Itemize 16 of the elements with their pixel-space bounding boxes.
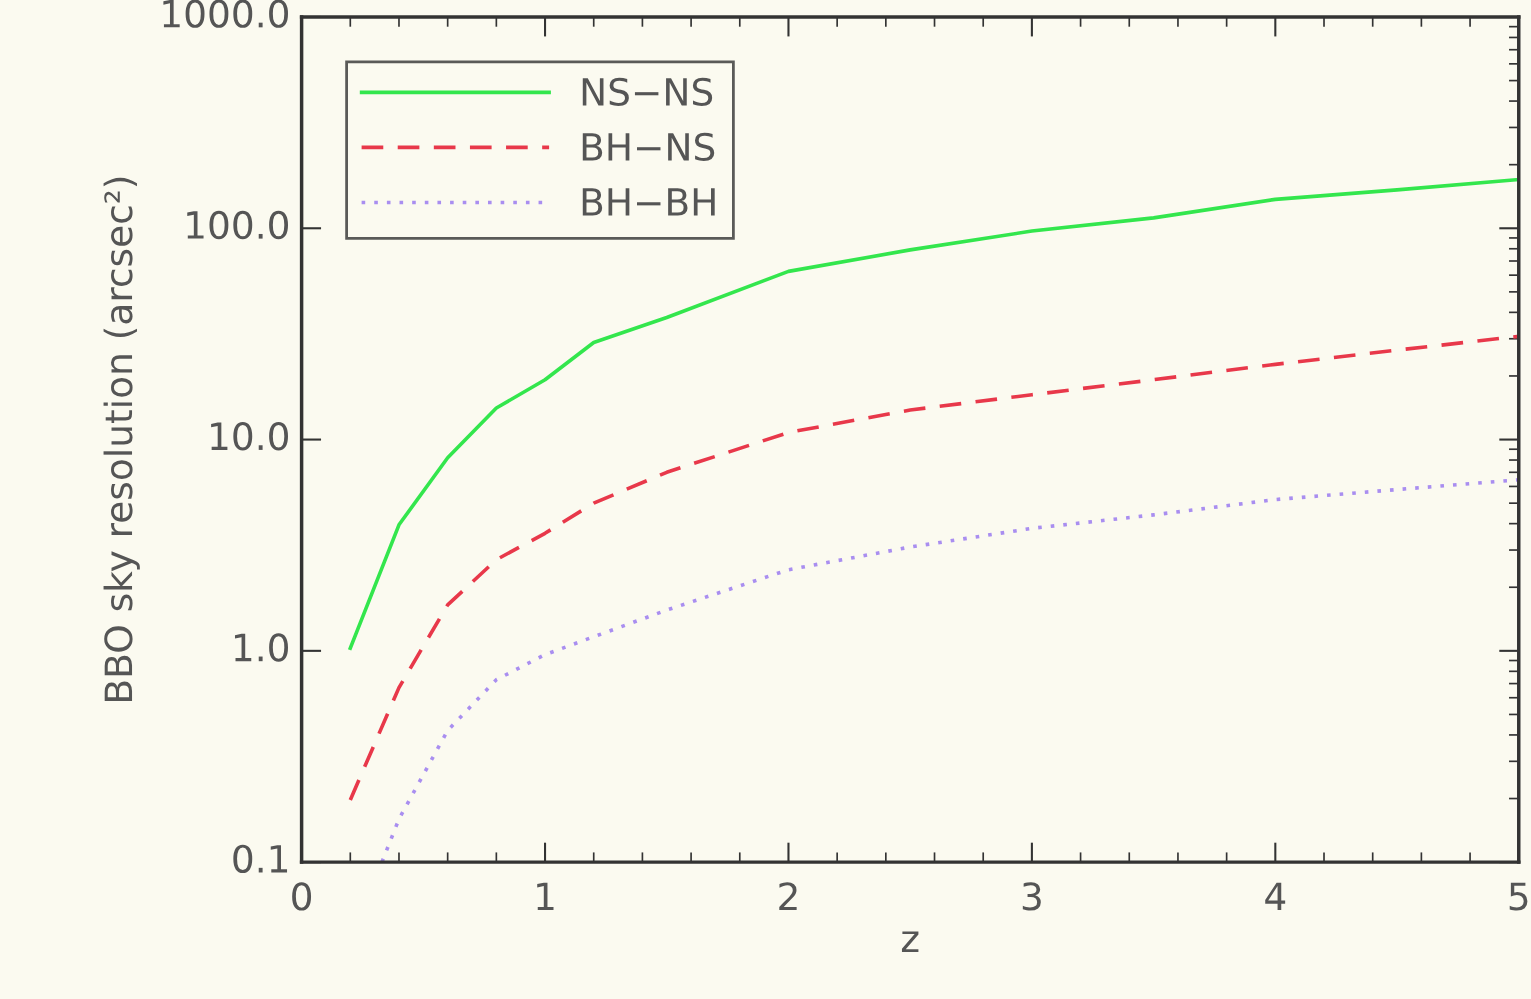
y-tick-label: 1000.0 [163, 0, 288, 28]
x-tick-label: 2 [779, 882, 797, 911]
x-tick-label: 1 [537, 882, 554, 911]
x-tick-label: 4 [1265, 882, 1286, 911]
legend-label: BH−NS [582, 132, 715, 162]
x-tick-label: 3 [1022, 882, 1041, 911]
y-tick-label: 10.0 [211, 422, 289, 451]
y-tick-label: 100.0 [187, 210, 289, 240]
x-tick-label: 0 [292, 882, 312, 911]
y-axis-title: BBO sky resolution (arcsec²) [103, 177, 140, 701]
y-tick-label: 1.0 [234, 633, 289, 662]
x-tick-label: 5 [1509, 882, 1528, 911]
y-tick-label: 0.1 [233, 844, 288, 874]
legend-label: BH−BH [582, 188, 715, 216]
legend-label: NS−NS [582, 77, 713, 107]
x-axis-title: z [901, 931, 919, 952]
